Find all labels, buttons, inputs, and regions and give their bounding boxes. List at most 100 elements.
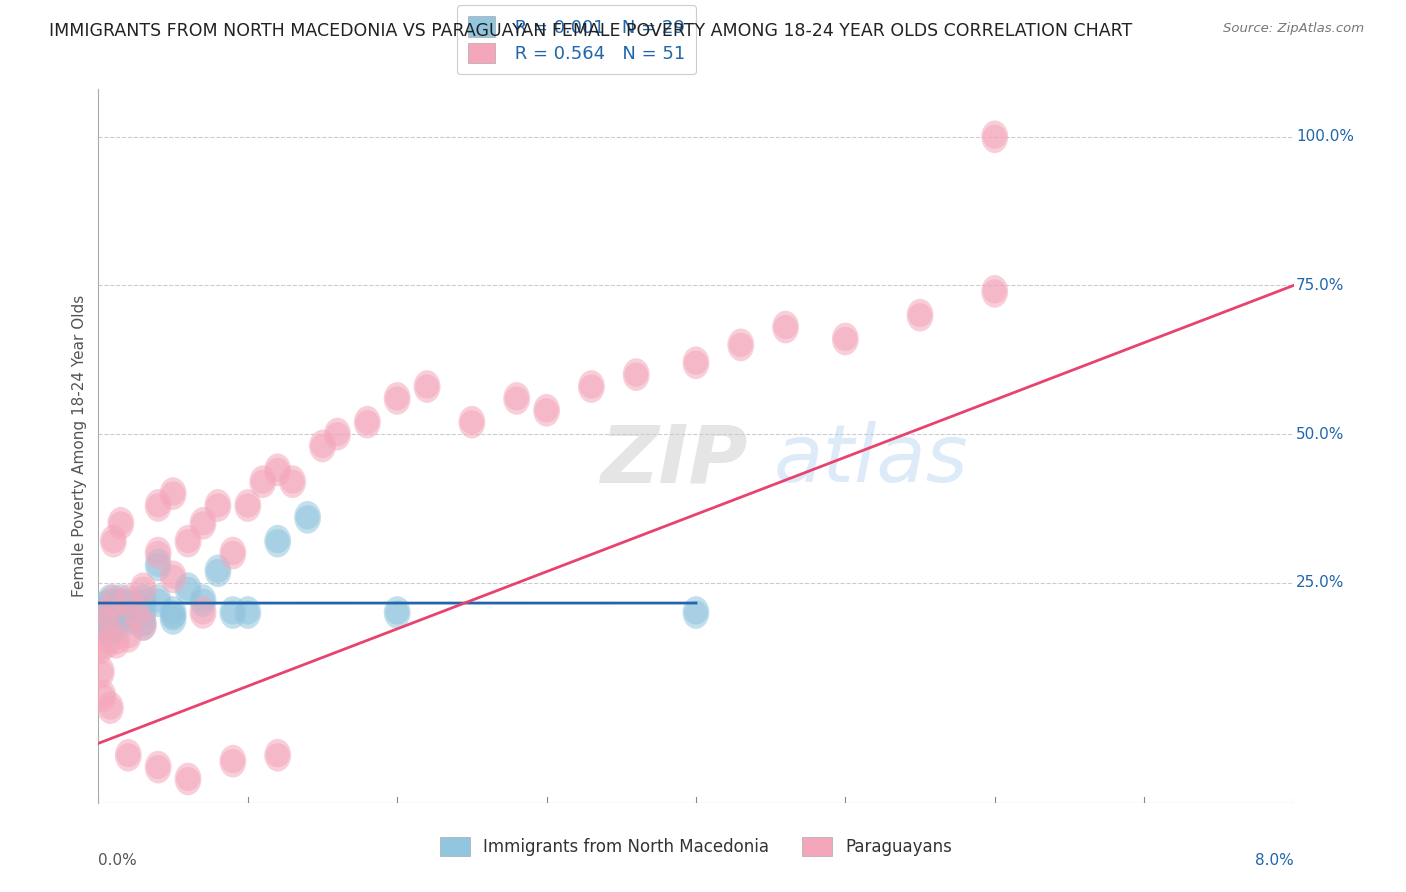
Text: atlas: atlas [773,421,969,500]
Ellipse shape [503,382,530,415]
Point [148,499,170,513]
Point [834,332,856,346]
Point [236,606,259,620]
Point [162,570,184,584]
Ellipse shape [100,584,127,617]
Ellipse shape [160,477,187,510]
Ellipse shape [160,602,187,635]
Ellipse shape [907,299,934,332]
Legend: Immigrants from North Macedonia, Paraguayans: Immigrants from North Macedonia, Paragua… [429,827,963,866]
Point [908,308,931,322]
Point [984,129,1007,144]
Ellipse shape [174,524,201,558]
Ellipse shape [354,406,381,439]
Ellipse shape [103,626,129,658]
Point [105,635,128,649]
Point [730,338,752,352]
Point [207,564,229,578]
Text: 8.0%: 8.0% [1254,853,1294,868]
Point [148,760,170,774]
Ellipse shape [115,584,142,617]
Text: Source: ZipAtlas.com: Source: ZipAtlas.com [1223,22,1364,36]
Text: ZIP: ZIP [600,421,748,500]
Point [222,606,245,620]
Ellipse shape [219,745,246,778]
Point [267,748,290,763]
Point [191,516,214,531]
Ellipse shape [249,466,276,498]
Point [626,368,648,382]
Point [90,665,112,679]
Ellipse shape [384,596,411,629]
Point [581,379,603,393]
Ellipse shape [413,370,440,403]
Point [385,392,409,406]
Point [236,499,259,513]
Ellipse shape [100,596,127,629]
Ellipse shape [174,763,201,796]
Ellipse shape [93,608,120,640]
Ellipse shape [129,584,156,617]
Point [132,582,155,596]
Ellipse shape [264,453,291,486]
Point [311,439,333,453]
Point [191,593,214,607]
Ellipse shape [93,602,120,635]
Ellipse shape [100,524,127,558]
Ellipse shape [90,608,117,640]
Ellipse shape [145,751,172,783]
Ellipse shape [264,739,291,772]
Y-axis label: Female Poverty Among 18-24 Year Olds: Female Poverty Among 18-24 Year Olds [72,295,87,597]
Ellipse shape [145,537,172,569]
Point [98,700,122,714]
Ellipse shape [107,596,135,629]
Ellipse shape [384,382,411,415]
Ellipse shape [107,584,135,617]
Point [356,415,378,429]
Ellipse shape [122,596,149,629]
Ellipse shape [219,596,246,629]
Point [94,611,117,625]
Point [252,475,274,489]
Ellipse shape [981,275,1008,308]
Ellipse shape [93,591,120,623]
Ellipse shape [160,596,187,629]
Ellipse shape [94,626,121,658]
Ellipse shape [129,596,156,629]
Ellipse shape [264,524,291,558]
Point [536,403,558,417]
Ellipse shape [96,614,122,647]
Ellipse shape [87,632,114,665]
Point [96,635,118,649]
Ellipse shape [145,584,172,617]
Point [117,629,139,643]
Point [177,582,200,596]
Point [132,617,155,632]
Point [125,606,148,620]
Text: 25.0%: 25.0% [1296,575,1344,591]
Point [98,593,122,607]
Point [89,641,111,656]
Ellipse shape [682,596,710,629]
Ellipse shape [458,406,485,439]
Point [416,379,439,393]
Point [110,593,132,607]
Ellipse shape [578,370,605,403]
Point [685,606,707,620]
Point [177,772,200,786]
Point [132,617,155,632]
Point [132,593,155,607]
Ellipse shape [204,489,232,522]
Point [110,516,132,531]
Ellipse shape [219,537,246,569]
Point [91,617,114,632]
Point [191,606,214,620]
Ellipse shape [145,549,172,582]
Point [91,689,114,703]
Point [103,611,125,625]
Point [97,606,120,620]
Point [148,593,170,607]
Ellipse shape [90,680,117,712]
Point [148,546,170,560]
Ellipse shape [280,466,307,498]
